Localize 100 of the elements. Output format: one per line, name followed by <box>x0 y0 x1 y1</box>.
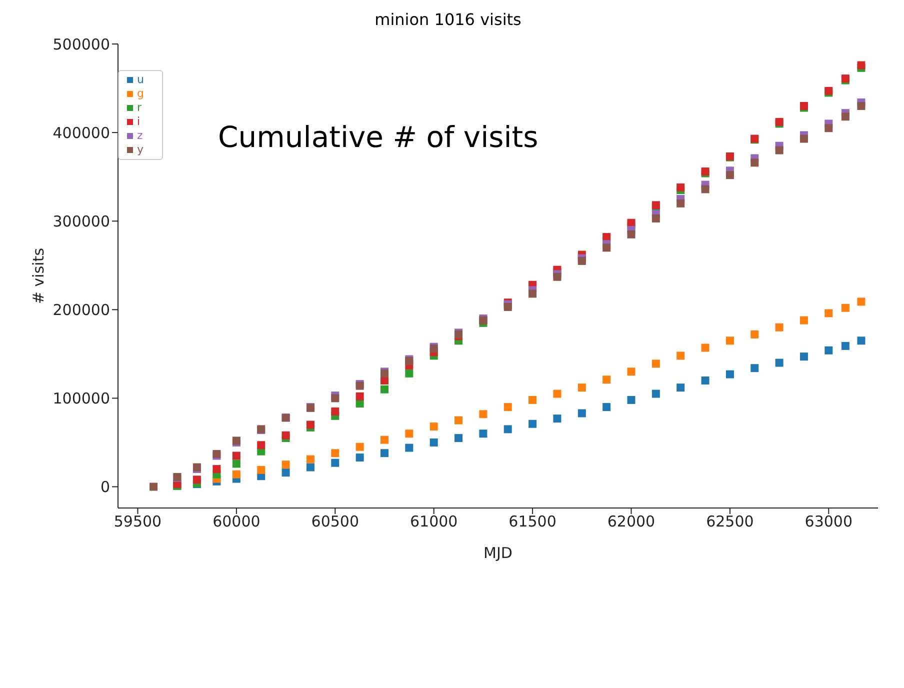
legend-label: g <box>137 87 144 100</box>
point <box>701 376 710 384</box>
point <box>380 436 388 444</box>
point <box>841 304 850 312</box>
point <box>282 431 290 440</box>
point <box>528 396 537 404</box>
point <box>602 244 611 252</box>
legend-label: r <box>137 101 142 114</box>
point <box>701 344 710 352</box>
point <box>750 364 759 372</box>
point <box>232 470 240 478</box>
point <box>775 323 784 332</box>
point <box>750 158 759 167</box>
point <box>331 407 340 416</box>
point <box>627 368 636 376</box>
point <box>578 409 586 418</box>
point <box>306 455 314 464</box>
legend-label: u <box>137 73 144 86</box>
point <box>726 370 734 378</box>
y-tick-label: 500000 <box>52 35 110 54</box>
point <box>775 146 784 154</box>
point <box>750 330 759 338</box>
annotation: Cumulative # of visits <box>218 120 538 154</box>
point <box>331 449 340 458</box>
point <box>676 199 685 208</box>
point <box>257 441 266 450</box>
point <box>528 290 537 298</box>
point <box>504 403 512 412</box>
legend-label: i <box>137 115 140 128</box>
point <box>405 369 414 378</box>
point <box>380 385 388 394</box>
point <box>356 454 364 462</box>
x-tick-label: 62500 <box>706 512 754 531</box>
point <box>257 466 266 474</box>
point <box>331 458 340 467</box>
x-tick-label: 61000 <box>410 512 458 531</box>
point <box>454 434 463 442</box>
point <box>800 134 808 143</box>
point <box>800 316 808 324</box>
point <box>192 476 201 484</box>
x-axis-title: MJD <box>484 544 512 562</box>
point <box>578 256 586 265</box>
y-tick-label: 200000 <box>52 300 110 319</box>
y-axis-title: # visits <box>29 248 48 304</box>
point <box>726 336 734 345</box>
x-tick-label: 60500 <box>311 512 359 531</box>
chart-title: minion 1016 visits <box>374 9 522 31</box>
y-tick-label: 300000 <box>52 212 110 230</box>
point <box>553 390 562 398</box>
point <box>857 102 866 110</box>
point <box>676 352 685 360</box>
point <box>282 460 290 469</box>
point <box>232 452 240 460</box>
point <box>150 482 158 491</box>
point <box>306 463 314 472</box>
point <box>306 420 314 429</box>
point <box>627 396 636 404</box>
point <box>841 112 850 121</box>
point <box>454 416 463 424</box>
point <box>824 124 833 132</box>
y-tick-label: 100000 <box>52 390 110 408</box>
point <box>479 410 488 418</box>
point <box>282 468 290 477</box>
point <box>232 460 240 468</box>
point <box>430 422 438 431</box>
point <box>652 360 660 368</box>
legend-label: z <box>137 129 143 142</box>
point <box>824 309 833 318</box>
point <box>602 376 611 384</box>
x-tick-label: 63000 <box>804 512 853 531</box>
point <box>356 442 364 451</box>
point <box>824 346 833 354</box>
point <box>578 384 586 392</box>
point <box>553 272 562 281</box>
point <box>676 384 685 392</box>
point <box>841 342 850 350</box>
point <box>701 185 710 194</box>
point <box>775 358 784 367</box>
point <box>652 201 660 210</box>
point <box>652 390 660 398</box>
point <box>331 394 340 402</box>
point <box>356 392 364 400</box>
x-tick-label: 62000 <box>607 512 656 531</box>
point <box>602 403 611 412</box>
point <box>405 430 414 438</box>
point <box>857 336 866 345</box>
point <box>676 183 685 192</box>
point <box>380 449 388 458</box>
point <box>405 444 414 452</box>
point <box>479 430 488 438</box>
point <box>726 171 734 180</box>
point <box>800 352 808 361</box>
point <box>652 214 660 222</box>
point <box>553 414 562 423</box>
point <box>212 465 221 474</box>
point <box>504 425 512 434</box>
x-tick-label: 60000 <box>212 512 260 531</box>
point <box>857 298 866 306</box>
y-tick-label: 400000 <box>52 124 110 142</box>
y-tick-label: 0 <box>100 478 110 496</box>
